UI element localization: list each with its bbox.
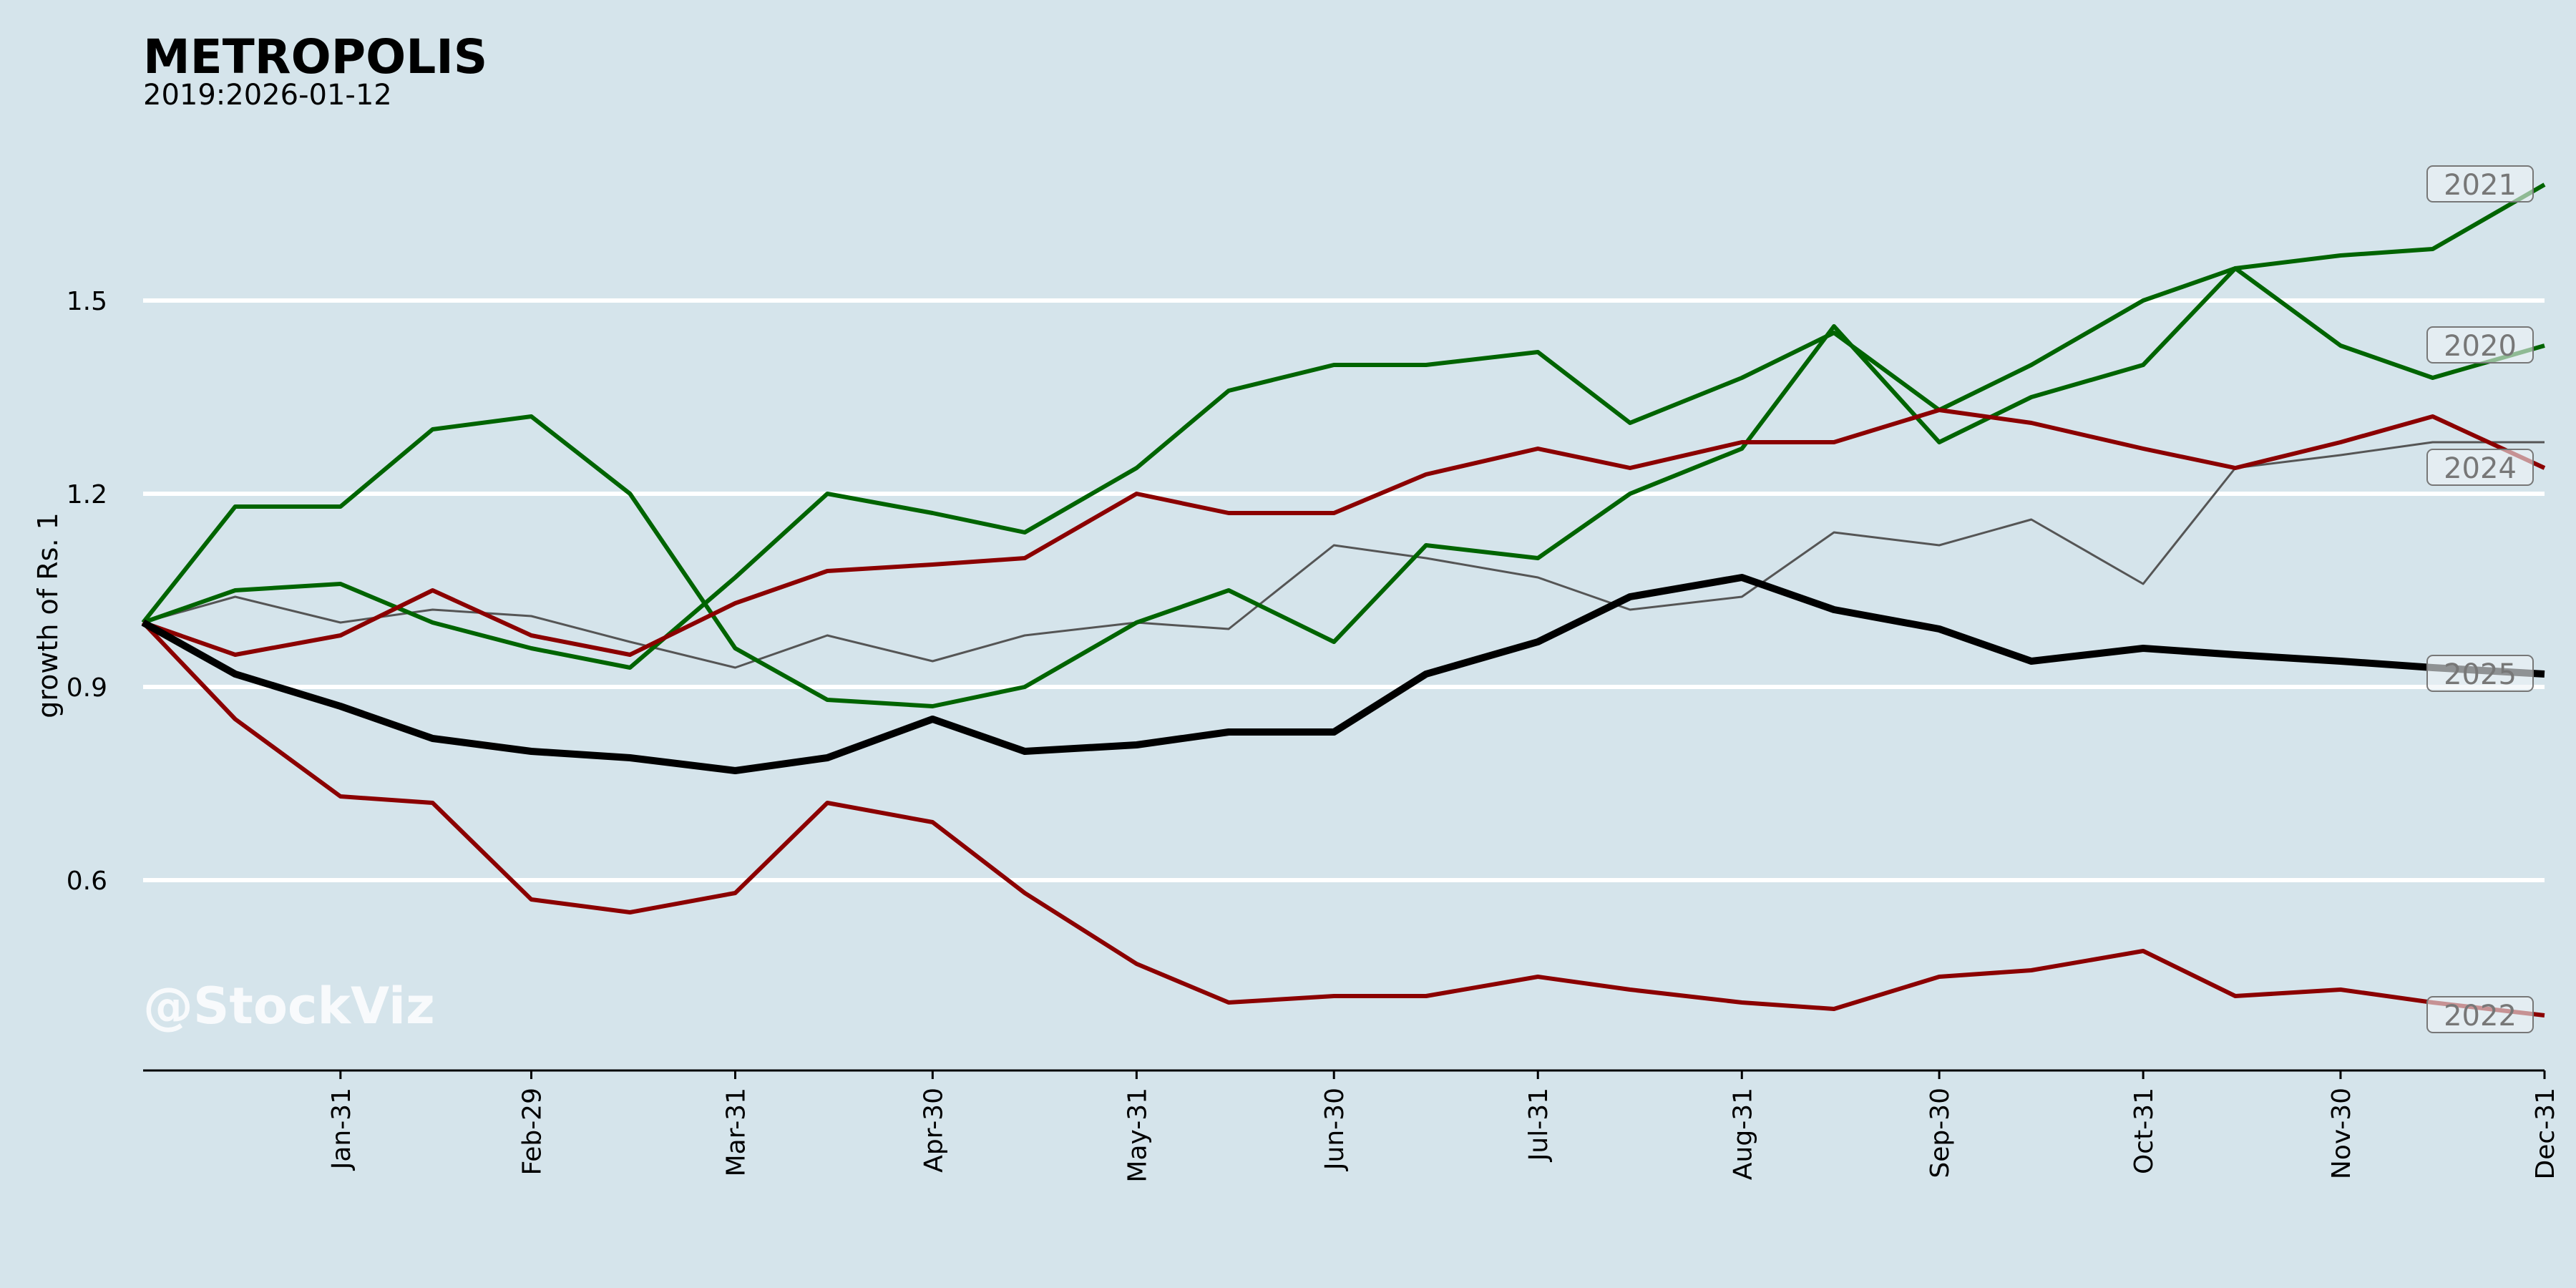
label-box <box>2426 449 2534 486</box>
chart-subtitle: 2019:2026-01-12 <box>143 79 392 112</box>
x-tick-label: Mar-31 <box>722 1088 751 1176</box>
series-line-2024 <box>142 408 2546 657</box>
label-box <box>2426 996 2534 1033</box>
y-tick-label: 1.2 <box>67 480 107 509</box>
series-line-2020 <box>141 266 2545 708</box>
label-box <box>2426 326 2534 364</box>
y-tick-label: 1.5 <box>67 287 107 316</box>
series-end-label: 2021 <box>2426 165 2534 203</box>
x-tick-label: Jul-31 <box>1524 1088 1553 1162</box>
series-line-unlabeled <box>142 441 2545 669</box>
x-tick-label: Feb-29 <box>517 1088 547 1176</box>
series-end-label: 2020 <box>2426 326 2534 364</box>
watermark: @StockViz <box>143 977 435 1035</box>
series-line-2021 <box>142 182 2546 670</box>
x-tick-label: Jan-31 <box>327 1088 356 1171</box>
series-label: 2024 <box>2444 452 2517 485</box>
series-end-label: 2025 <box>2426 655 2534 692</box>
series-end-label: 2022 <box>2426 996 2534 1033</box>
label-box <box>2426 165 2534 203</box>
series-line-2022 <box>141 620 2545 1018</box>
x-tick-label: May-31 <box>1123 1088 1152 1183</box>
x-tick-label: Dec-31 <box>2531 1088 2560 1179</box>
series-label: 2025 <box>2444 658 2517 691</box>
series-label: 2020 <box>2444 330 2517 363</box>
series-label: 2022 <box>2444 1000 2517 1033</box>
y-tick-label: 0.9 <box>67 673 107 703</box>
series-end-label: 2024 <box>2426 449 2534 486</box>
x-tick-label: Oct-31 <box>2129 1088 2159 1174</box>
chart-title: METROPOLIS <box>143 29 487 84</box>
label-box <box>2426 655 2534 692</box>
x-tick-label: Jun-30 <box>1320 1088 1350 1171</box>
x-tick-label: Nov-30 <box>2327 1088 2356 1179</box>
y-tick-label: 0.6 <box>67 867 107 896</box>
series-label: 2021 <box>2444 169 2517 202</box>
y-axis-label: growth of Rs. 1 <box>32 512 64 718</box>
x-tick-label: Apr-30 <box>919 1088 948 1173</box>
series-line-2025 <box>141 574 2545 774</box>
x-tick-label: Sep-30 <box>1926 1088 1955 1179</box>
x-tick-label: Aug-31 <box>1728 1088 1757 1180</box>
